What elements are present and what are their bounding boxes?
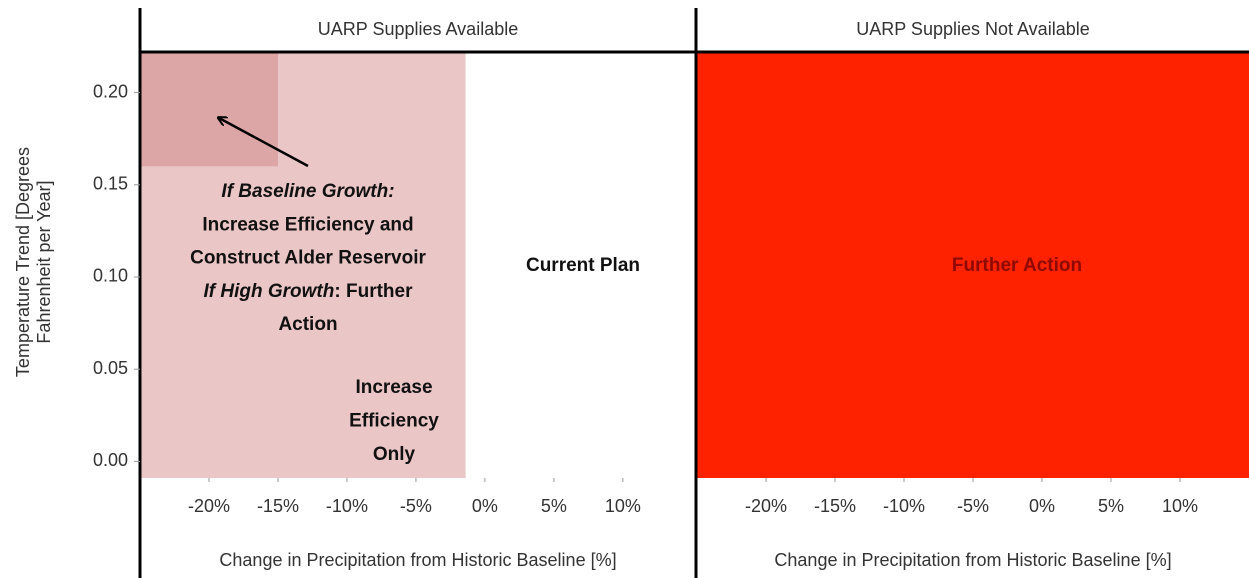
annotation: Only	[373, 444, 416, 465]
x-tick-label: -20%	[188, 496, 230, 516]
y-axis-label: Temperature Trend [Degrees	[13, 147, 33, 377]
annotation-text: Construct Alder Reservoir	[190, 248, 426, 269]
annotation: If Baseline Growth:	[221, 181, 394, 202]
annotation: If High Growth: Further	[204, 281, 414, 302]
panel-title: UARP Supplies Not Available	[856, 19, 1089, 39]
x-tick-label: -10%	[326, 496, 368, 516]
y-tick-label: 0.00	[93, 450, 128, 470]
y-tick-label: 0.05	[93, 358, 128, 378]
annotation: Further Action	[952, 255, 1082, 276]
annotation: Increase Efficiency and	[202, 214, 413, 235]
arrow	[219, 118, 309, 168]
x-tick-label: 10%	[605, 496, 641, 516]
y-axis-label: Fahrenheit per Year]	[34, 180, 54, 343]
x-tick-label: -5%	[400, 496, 432, 516]
panel-title: UARP Supplies Available	[318, 19, 518, 39]
annotation-text: Efficiency	[349, 411, 439, 432]
annotation: Efficiency	[349, 411, 439, 432]
annotation: Construct Alder Reservoir	[190, 248, 426, 269]
x-axis-label: Change in Precipitation from Historic Ba…	[219, 550, 616, 570]
annotation-text: Further Action	[952, 255, 1082, 276]
annotation-text: Current Plan	[526, 255, 640, 276]
x-tick-label: -10%	[883, 496, 925, 516]
y-tick-label: 0.20	[93, 81, 128, 101]
annotation: Current Plan	[526, 255, 640, 276]
annotation-text: Only	[373, 444, 416, 465]
x-tick-label: -5%	[957, 496, 989, 516]
region	[140, 52, 278, 167]
x-tick-label: 5%	[1098, 496, 1124, 516]
annotation: Action	[278, 314, 337, 335]
annotation-text: Increase Efficiency and	[202, 214, 413, 235]
regions	[140, 52, 1249, 478]
x-tick-label: -15%	[814, 496, 856, 516]
annotation: Increase	[355, 377, 432, 398]
x-tick-label: 5%	[541, 496, 567, 516]
annotation-text: If Baseline Growth:	[221, 181, 394, 202]
x-axis-label: Change in Precipitation from Historic Ba…	[774, 550, 1171, 570]
annotation-text: Increase	[355, 377, 432, 398]
y-tick-label: 0.10	[93, 266, 128, 286]
foreground: UARP Supplies Available Change in Precipi…	[13, 8, 1249, 578]
annotation-text: If High Growth	[204, 281, 335, 302]
x-tick-label: -20%	[745, 496, 787, 516]
x-tick-label: 0%	[472, 496, 498, 516]
annotation-text: Action	[278, 314, 337, 335]
y-tick-label: 0.15	[93, 174, 128, 194]
x-tick-label: 10%	[1162, 496, 1198, 516]
annotation-text: : Further	[334, 281, 413, 302]
x-tick-label: 0%	[1029, 496, 1055, 516]
x-tick-label: -15%	[257, 496, 299, 516]
region	[697, 52, 1249, 478]
